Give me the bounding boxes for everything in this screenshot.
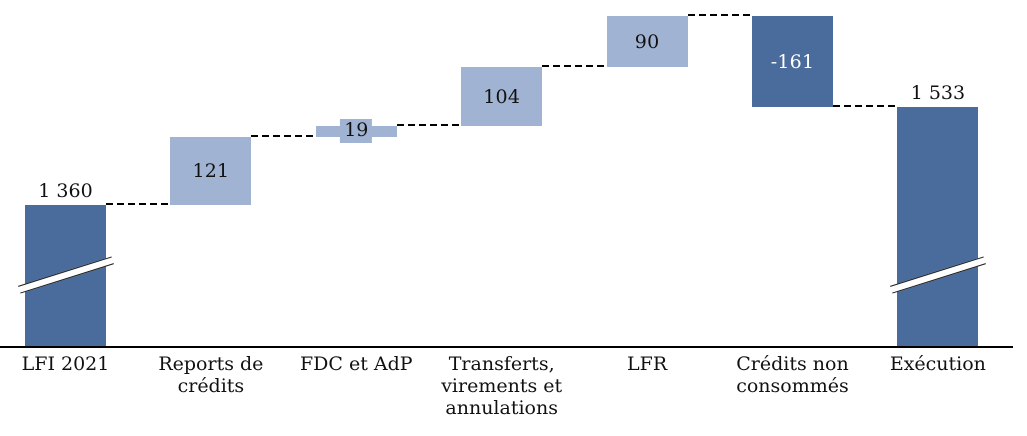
category-label-credits-non-consommes: Crédits non consommés xyxy=(736,353,849,397)
category-label-execution: Exécution xyxy=(889,353,986,375)
connector-5 xyxy=(833,105,898,108)
value-label-reports-de-credits: 121 xyxy=(192,159,230,182)
category-label-reports-de-credits: Reports de crédits xyxy=(158,353,264,397)
connector-4 xyxy=(687,14,752,17)
bar-lfr: 90 xyxy=(606,16,688,68)
category-label-lfi-2021: LFI 2021 xyxy=(21,353,110,375)
category-label-transferts-virements-et-annulations: Transferts, virements et annulations xyxy=(441,353,563,419)
value-label-execution: 1 533 xyxy=(910,82,966,105)
value-label-credits-non-consommes: -161 xyxy=(770,50,815,73)
connector-0 xyxy=(106,203,171,205)
bar-credits-non-consommes: -161 xyxy=(752,16,833,108)
category-label-fdc-et-adp: FDC et AdP xyxy=(300,353,413,375)
bar-reports-de-credits: 121 xyxy=(170,136,252,205)
bar-execution xyxy=(897,107,979,347)
connector-1 xyxy=(251,134,316,137)
bar-transferts-virements-et-annulations: 104 xyxy=(461,67,543,126)
value-label-fdc-et-adp: 19 xyxy=(340,119,373,144)
value-label-lfi-2021: 1 360 xyxy=(38,180,93,202)
connector-2 xyxy=(396,123,462,126)
category-label-lfr: LFR xyxy=(627,353,668,375)
connector-3 xyxy=(542,65,607,68)
value-label-lfr: 90 xyxy=(634,30,660,53)
x-axis-line xyxy=(0,345,1013,348)
value-label-transferts-virements-et-annulations: 104 xyxy=(483,85,521,108)
